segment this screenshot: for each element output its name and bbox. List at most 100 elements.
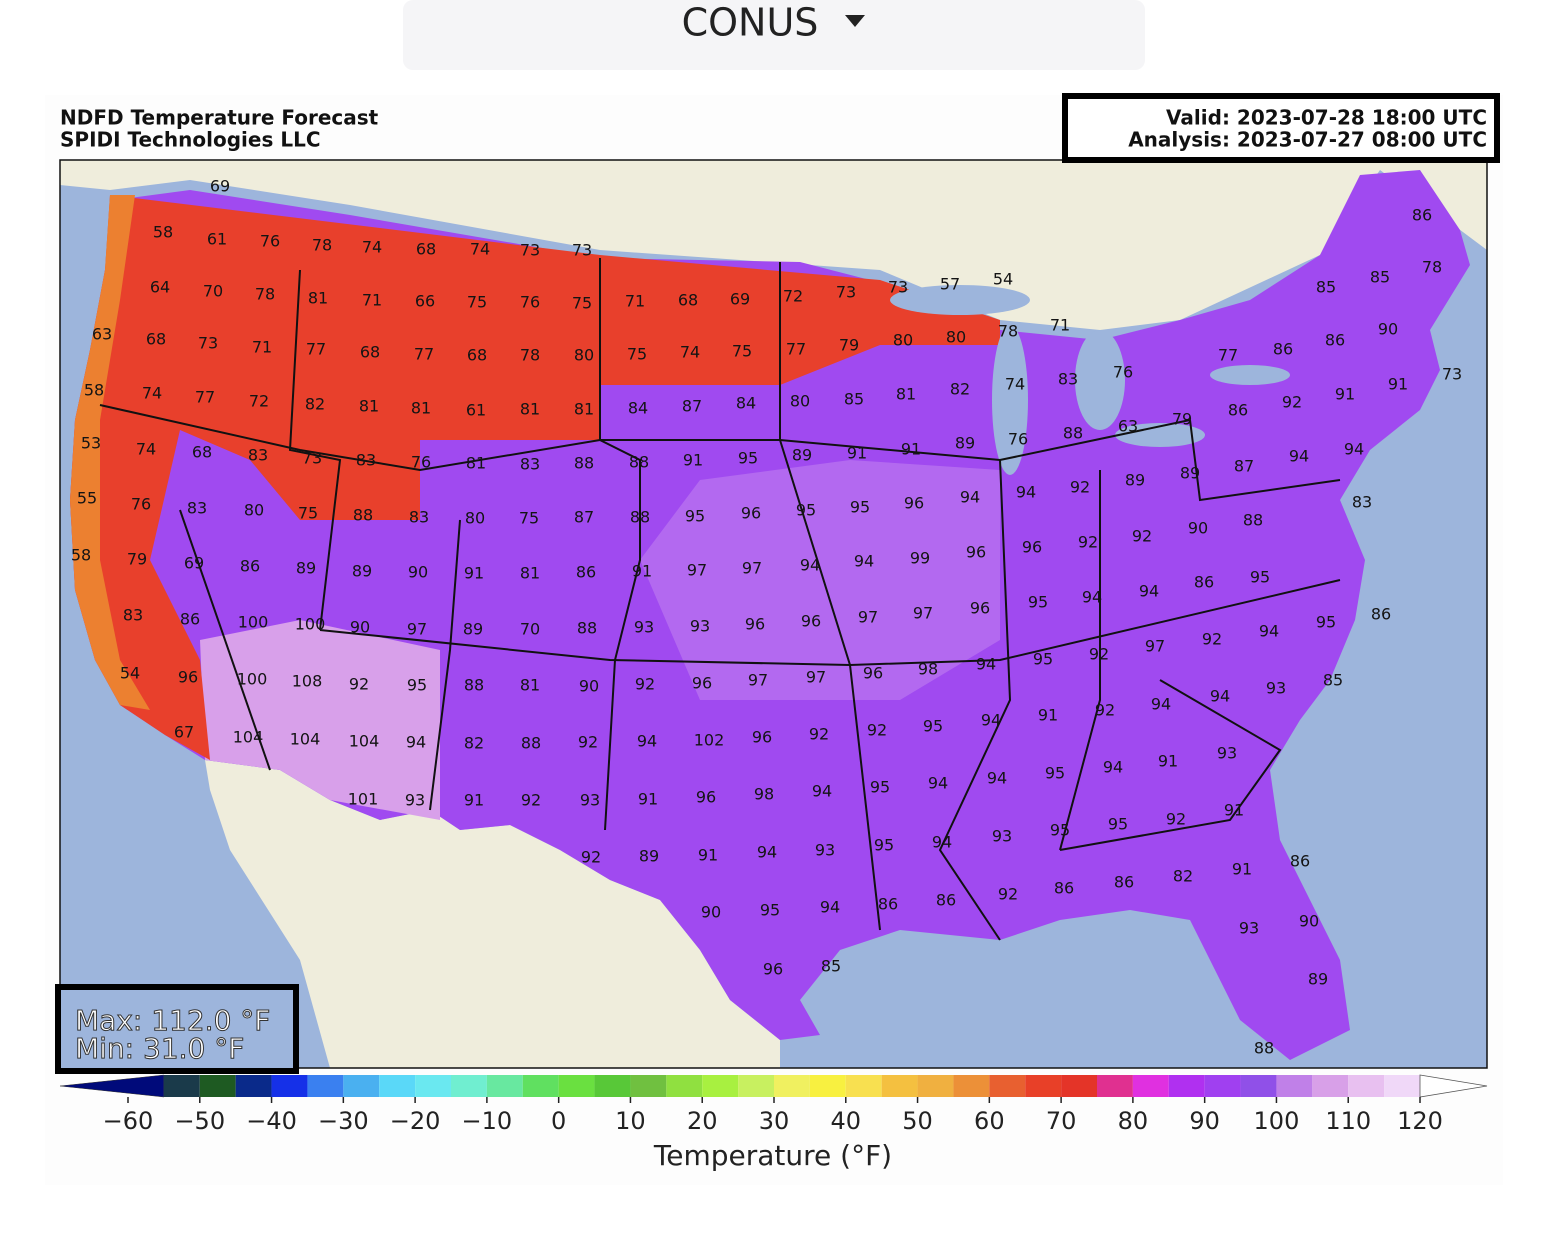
temperature-label: 83: [356, 451, 376, 470]
temperature-label: 78: [1422, 258, 1442, 277]
temperature-label: 71: [625, 292, 645, 311]
temperature-label: 96: [741, 504, 761, 523]
temperature-label: 86: [1290, 852, 1310, 871]
temperature-label: 81: [520, 676, 540, 695]
coastal-strip: [70, 195, 150, 710]
temperature-label: 97: [1145, 637, 1165, 656]
colorbar-tick-label: −50: [174, 1107, 225, 1135]
colorbar-segment: [1240, 1075, 1277, 1097]
temperature-label: 76: [260, 232, 280, 251]
temperature-label: 88: [1243, 511, 1263, 530]
colorbar-tick-label: −60: [103, 1107, 154, 1135]
temperature-label: 80: [893, 331, 913, 350]
temperature-label: 86: [936, 891, 956, 910]
temperature-label: 94: [1151, 695, 1171, 714]
temperature-label: 108: [292, 672, 323, 691]
temperature-label: 95: [1050, 821, 1070, 840]
colorbar-segment: [307, 1075, 344, 1097]
temperature-label: 95: [685, 507, 705, 526]
temperature-label: 90: [1188, 519, 1208, 538]
colorbar-tick-label: 110: [1325, 1107, 1371, 1135]
temperature-label: 87: [574, 508, 594, 527]
temperature-label: 88: [1254, 1039, 1274, 1058]
temperature-label: 95: [1108, 815, 1128, 834]
temperature-label: 94: [1082, 588, 1102, 607]
temperature-label: 88: [464, 676, 484, 695]
temperature-label: 74: [1005, 375, 1025, 394]
temperature-label: 69: [730, 290, 750, 309]
temperature-label: 73: [1442, 365, 1462, 384]
temperature-label: 86: [1412, 206, 1432, 225]
temperature-label: 93: [634, 618, 654, 637]
temperature-label: 96: [696, 788, 716, 807]
dropdown-label[interactable]: CONUS: [682, 1, 819, 45]
temperature-label: 85: [821, 957, 841, 976]
temperature-label: 83: [1058, 370, 1078, 389]
temperature-label: 89: [296, 559, 316, 578]
temperature-label: 83: [520, 455, 540, 474]
temperature-label: 91: [464, 564, 484, 583]
temperature-label: 92: [1070, 478, 1090, 497]
temperature-label: 53: [81, 434, 101, 453]
temperature-label: 91: [683, 451, 703, 470]
temperature-label: 90: [350, 618, 370, 637]
desert-southwest: [200, 620, 440, 820]
temperature-label: 93: [405, 791, 425, 810]
temperature-label: 89: [792, 446, 812, 465]
temperature-label: 86: [878, 895, 898, 914]
temperature-label: 95: [1250, 568, 1270, 587]
temperature-label: 73: [198, 334, 218, 353]
colorbar-segment: [774, 1075, 810, 1097]
temperature-label: 99: [910, 549, 930, 568]
colorbar-segment: [738, 1075, 774, 1097]
temperature-label: 88: [521, 734, 541, 753]
temperature-label: 58: [84, 381, 104, 400]
temperature-label: 97: [913, 604, 933, 623]
temperature-label: 94: [820, 898, 840, 917]
min-label: Min: 31.0 °F: [75, 1032, 244, 1065]
temperature-label: 83: [409, 508, 429, 527]
temperature-label: 92: [809, 725, 829, 744]
temperature-label: 89: [1125, 471, 1145, 490]
temperature-label: 95: [1045, 764, 1065, 783]
temperature-label: 95: [923, 717, 943, 736]
temperature-label: 82: [305, 395, 325, 414]
colorbar-segment: [271, 1075, 308, 1097]
lake-erie: [1115, 423, 1205, 447]
temperature-label: 96: [178, 668, 198, 687]
temperature-label: 82: [1173, 867, 1193, 886]
temperature-label: 84: [628, 399, 648, 418]
temperature-label: 93: [1217, 744, 1237, 763]
colorbar-segment: [917, 1075, 954, 1097]
colorbar-segment: [415, 1075, 451, 1097]
colorbar-tick-label: −30: [318, 1107, 369, 1135]
temperature-label: 97: [407, 620, 427, 639]
temperature-label: 96: [966, 543, 986, 562]
colorbar-tick-label: 100: [1254, 1107, 1300, 1135]
temperature-label: 94: [637, 732, 657, 751]
temperature-label: 91: [638, 790, 658, 809]
temperature-label: 74: [680, 343, 700, 362]
temperature-label: 86: [1371, 605, 1391, 624]
dropdown-arrow[interactable]: [845, 15, 865, 27]
temperature-label: 78: [998, 322, 1018, 341]
temperature-label: 91: [901, 440, 921, 459]
temperature-label: 80: [946, 328, 966, 347]
colorbar-tick-label: 10: [615, 1107, 646, 1135]
temperature-label: 94: [987, 769, 1007, 788]
extremes-box: [55, 984, 299, 1074]
valid-time: Valid: 2023-07-28 18:00 UTC: [1166, 106, 1487, 130]
temperature-label: 94: [406, 733, 426, 752]
temperature-label: 90: [1378, 320, 1398, 339]
temperature-label: 79: [127, 550, 147, 569]
temperature-label: 86: [1054, 879, 1074, 898]
temperature-label: 100: [237, 670, 268, 689]
dropdown[interactable]: [403, 0, 1145, 70]
temperature-label: 93: [690, 617, 710, 636]
temperature-label: 80: [465, 509, 485, 528]
colorbar-segment: [953, 1075, 990, 1097]
temperature-label: 96: [1022, 538, 1042, 557]
cool-northwest: [70, 195, 1000, 760]
temperature-label: 75: [572, 294, 592, 313]
temperature-label: 90: [408, 563, 428, 582]
